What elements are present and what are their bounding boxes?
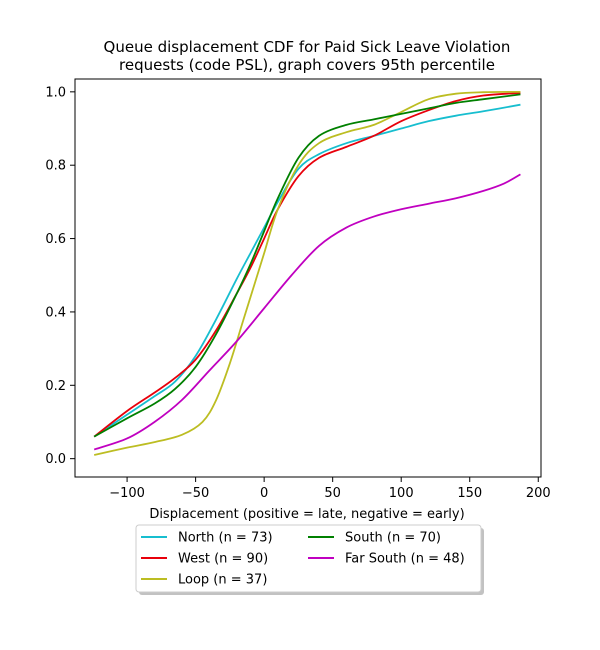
legend: North (n = 73) South (n = 70) West (n = 90… (135, 524, 484, 595)
x-tick-label: 200 (526, 486, 551, 501)
plot-frame (74, 78, 542, 478)
series-layer (93, 90, 521, 456)
y-tick-label: 0.8 (45, 159, 66, 174)
axes-layer: −100 −50 0 50 100 150 200 0.0 0.2 0.4 0.6 0.8 1.0 (45, 78, 551, 501)
x-tick-label: 150 (457, 486, 482, 501)
y-tick-label: 0.0 (45, 452, 66, 467)
legend-label: Far South (n = 48) (345, 552, 465, 567)
legend-label: Loop (n = 37) (178, 573, 267, 588)
y-tick-label: 0.2 (45, 379, 66, 394)
x-tick-label: 0 (260, 486, 268, 501)
y-tick-label: 0.4 (45, 305, 66, 320)
chart-title-line-1: Queue displacement CDF for Paid Sick Lea… (104, 38, 511, 56)
series-line-3 (93, 93, 521, 438)
x-tick-label: 50 (324, 486, 341, 501)
x-axis-label: Displacement (positive = late, negative … (149, 507, 464, 522)
x-tick-label: −50 (182, 486, 209, 501)
series-line-0 (93, 103, 521, 438)
y-tick-label: 1.0 (45, 85, 66, 100)
legend-label: North (n = 73) (178, 531, 273, 546)
series-line-2 (93, 90, 521, 456)
x-tick-label: −100 (109, 486, 145, 501)
legend-label: West (n = 90) (178, 552, 268, 567)
chart-title-line-2: requests (code PSL), graph covers 95th p… (119, 56, 495, 74)
y-tick-label: 0.6 (45, 232, 66, 247)
x-tick-label: 100 (389, 486, 414, 501)
series-line-4 (93, 173, 521, 451)
legend-label: South (n = 70) (345, 531, 441, 546)
